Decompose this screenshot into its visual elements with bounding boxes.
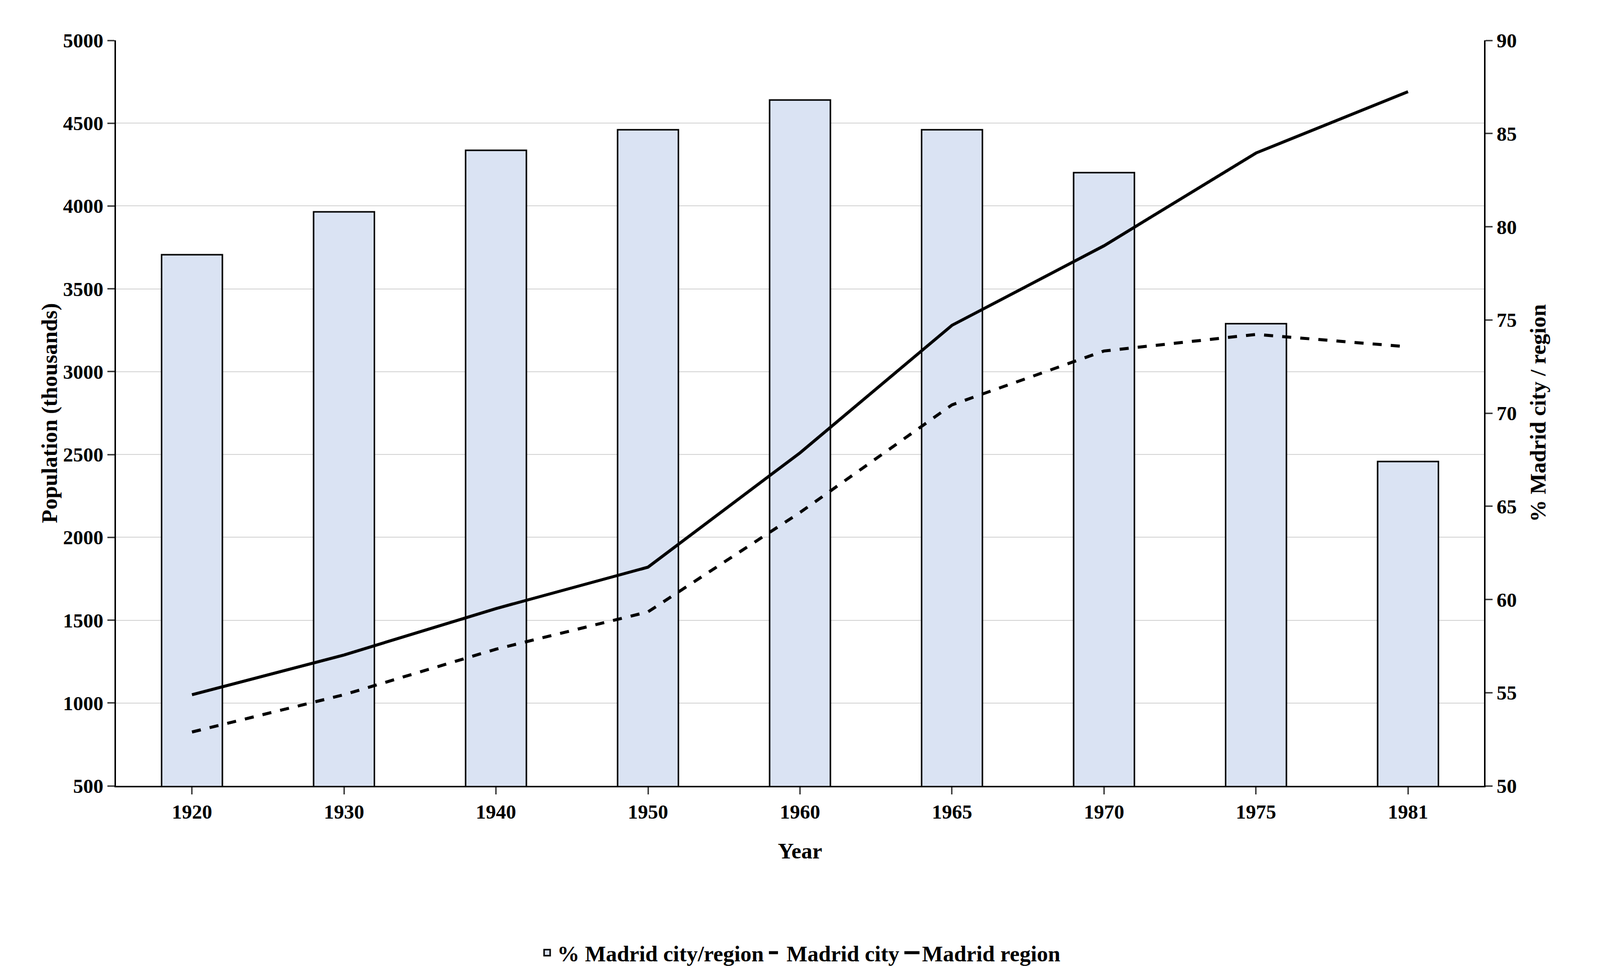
svg-text:1000: 1000 [63, 691, 104, 715]
svg-text:1940: 1940 [476, 800, 517, 823]
svg-text:1970: 1970 [1083, 800, 1124, 823]
svg-text:5000: 5000 [63, 29, 104, 52]
svg-text:500: 500 [73, 774, 104, 798]
svg-text:1960: 1960 [780, 800, 821, 823]
svg-text:Year: Year [778, 838, 823, 864]
svg-text:90: 90 [1496, 29, 1517, 52]
svg-text:85: 85 [1496, 122, 1517, 146]
svg-text:4500: 4500 [63, 111, 104, 135]
svg-text:65: 65 [1496, 495, 1517, 518]
svg-text:1930: 1930 [323, 800, 365, 823]
svg-text:Madrid region: Madrid region [921, 941, 1060, 967]
svg-text:60: 60 [1496, 588, 1517, 612]
svg-text:Population (thousands): Population (thousands) [37, 303, 63, 523]
svg-text:2500: 2500 [63, 443, 104, 466]
svg-text:3000: 3000 [63, 360, 104, 384]
svg-text:2000: 2000 [63, 525, 104, 549]
svg-text:% Madrid city/region: % Madrid city/region [557, 941, 764, 967]
svg-text:80: 80 [1496, 215, 1517, 239]
svg-text:3500: 3500 [63, 277, 104, 301]
svg-text:% Madrid city / region: % Madrid city / region [1525, 304, 1551, 522]
svg-text:1500: 1500 [63, 609, 104, 632]
svg-text:70: 70 [1496, 401, 1517, 425]
svg-text:1920: 1920 [171, 800, 213, 823]
svg-text:1981: 1981 [1387, 800, 1429, 823]
svg-text:1965: 1965 [931, 800, 973, 823]
svg-text:1950: 1950 [627, 800, 669, 823]
svg-text:50: 50 [1496, 774, 1517, 798]
svg-text:1975: 1975 [1235, 800, 1277, 823]
svg-text:Madrid city: Madrid city [786, 941, 900, 967]
svg-text:55: 55 [1496, 681, 1517, 704]
svg-text:75: 75 [1496, 308, 1517, 332]
svg-text:4000: 4000 [63, 194, 104, 218]
